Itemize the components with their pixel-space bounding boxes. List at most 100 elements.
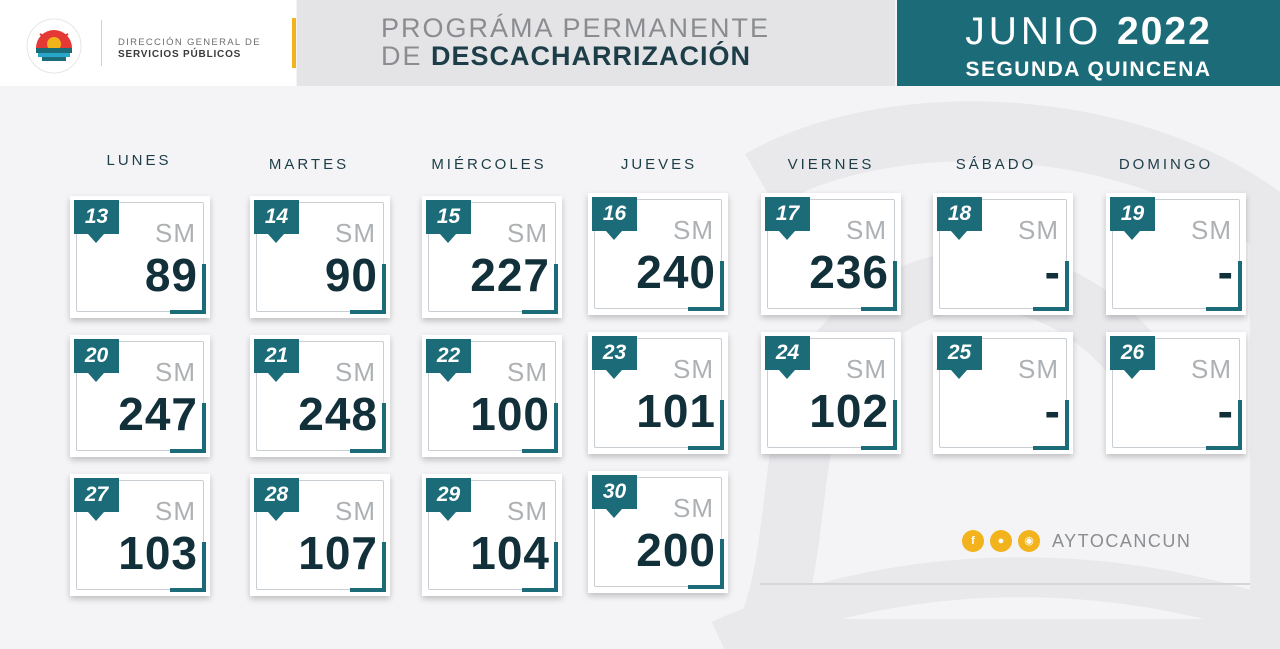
sm-label: SM	[1018, 354, 1059, 384]
sm-label: SM	[1191, 215, 1232, 245]
sm-value: 240	[636, 246, 716, 298]
period-label: SEGUNDA QUINCENA	[965, 58, 1212, 81]
day-card: 15 SM 227	[422, 196, 562, 318]
day-card: 25 SM -	[933, 332, 1073, 454]
sm-value: -	[1044, 246, 1061, 298]
sm-value: 227	[470, 249, 550, 301]
sm-value: 89	[144, 249, 198, 301]
year-label: 2022	[1117, 10, 1212, 53]
logo-area: DIRECCIÓN GENERAL DE SERVICIOS PÚBLICOS	[0, 0, 296, 86]
weekday-sabado: SÁBADO	[955, 156, 1037, 173]
program-title-area: PROGRÁMA PERMANENTE DE DESCACHARRIZACIÓN	[297, 0, 895, 86]
day-card: 17 SM 236	[761, 193, 901, 315]
day-card: 16 SM 240	[588, 193, 728, 315]
municipality-seal-logo	[26, 18, 82, 74]
program-title-line1: PROGRÁMA PERMANENTE	[381, 13, 771, 43]
sm-label: SM	[155, 357, 196, 387]
date-tag: 27	[74, 478, 119, 521]
instagram-icon[interactable]: ◉	[1018, 530, 1040, 552]
sm-value: 100	[470, 388, 550, 440]
day-card: 29 SM 104	[422, 474, 562, 596]
day-card: 14 SM 90	[250, 196, 390, 318]
date-tag: 14	[254, 200, 299, 243]
sm-value: 248	[298, 388, 378, 440]
sm-value: -	[1044, 385, 1061, 437]
sm-value: 104	[470, 527, 550, 579]
header-banner: DIRECCIÓN GENERAL DE SERVICIOS PÚBLICOS …	[0, 0, 1280, 86]
program-title-prefix: DE	[381, 41, 423, 71]
twitter-icon[interactable]: ●	[990, 530, 1012, 552]
month-year: JUNIO 2022	[897, 10, 1280, 54]
sm-value: -	[1217, 385, 1234, 437]
date-tag: 18	[937, 197, 982, 240]
weekday-martes: MARTES	[268, 156, 350, 173]
date-tag: 19	[1110, 197, 1155, 240]
sm-value: 236	[809, 246, 889, 298]
sm-label: SM	[507, 357, 548, 387]
date-tag: 29	[426, 478, 471, 521]
date-tag: 20	[74, 339, 119, 382]
sm-label: SM	[507, 218, 548, 248]
date-tag: 15	[426, 200, 471, 243]
date-tag: 22	[426, 339, 471, 382]
sm-value: -	[1217, 246, 1234, 298]
sm-label: SM	[1018, 215, 1059, 245]
day-card: 28 SM 107	[250, 474, 390, 596]
header-divider	[101, 20, 102, 66]
gold-accent-bar	[292, 18, 296, 68]
sm-label: SM	[673, 215, 714, 245]
sm-value: 200	[636, 524, 716, 576]
sm-label: SM	[155, 218, 196, 248]
day-card: 27 SM 103	[70, 474, 210, 596]
day-card: 22 SM 100	[422, 335, 562, 457]
sm-label: SM	[335, 357, 376, 387]
footer-divider	[760, 583, 1250, 585]
date-tag: 21	[254, 339, 299, 382]
day-card: 26 SM -	[1106, 332, 1246, 454]
facebook-icon[interactable]: f	[962, 530, 984, 552]
sm-label: SM	[507, 496, 548, 526]
sm-value: 107	[298, 527, 378, 579]
date-tag: 16	[592, 197, 637, 240]
social-handle[interactable]: AYTOCANCUN	[1052, 531, 1192, 551]
date-tag: 23	[592, 336, 637, 379]
weekday-domingo: DOMINGO	[1118, 156, 1214, 173]
day-card: 18 SM -	[933, 193, 1073, 315]
weekday-viernes: VIERNES	[787, 156, 875, 173]
sm-value: 247	[118, 388, 198, 440]
weekday-lunes: LUNES	[106, 152, 172, 169]
sm-label: SM	[335, 218, 376, 248]
day-card: 19 SM -	[1106, 193, 1246, 315]
sm-value: 90	[324, 249, 378, 301]
day-card: 21 SM 248	[250, 335, 390, 457]
sm-value: 103	[118, 527, 198, 579]
date-tag: 24	[765, 336, 810, 379]
department-name: SERVICIOS PÚBLICOS	[118, 49, 242, 60]
program-title-main: DESCACHARRIZACIÓN	[431, 41, 752, 71]
date-tag: 25	[937, 336, 982, 379]
program-title-line2: DE DESCACHARRIZACIÓN	[381, 41, 751, 72]
date-tag: 30	[592, 475, 637, 518]
date-tag: 26	[1110, 336, 1155, 379]
department-label: DIRECCIÓN GENERAL DE	[118, 37, 261, 48]
sm-label: SM	[673, 354, 714, 384]
sm-value: 102	[809, 385, 889, 437]
date-tag: 28	[254, 478, 299, 521]
sm-label: SM	[335, 496, 376, 526]
day-card: 30 SM 200	[588, 471, 728, 593]
day-card: 20 SM 247	[70, 335, 210, 457]
sm-value: 101	[636, 385, 716, 437]
weekday-miercoles: MIÉRCOLES	[431, 156, 547, 173]
date-tag: 17	[765, 197, 810, 240]
sm-label: SM	[846, 354, 887, 384]
date-tag: 13	[74, 200, 119, 243]
period-banner: JUNIO 2022 SEGUNDA QUINCENA	[897, 0, 1280, 86]
sm-label: SM	[846, 215, 887, 245]
sm-label: SM	[673, 493, 714, 523]
day-card: 24 SM 102	[761, 332, 901, 454]
sm-label: SM	[155, 496, 196, 526]
weekday-jueves: JUEVES	[620, 156, 698, 173]
day-card: 13 SM 89	[70, 196, 210, 318]
sm-label: SM	[1191, 354, 1232, 384]
month-label: JUNIO	[965, 10, 1103, 53]
